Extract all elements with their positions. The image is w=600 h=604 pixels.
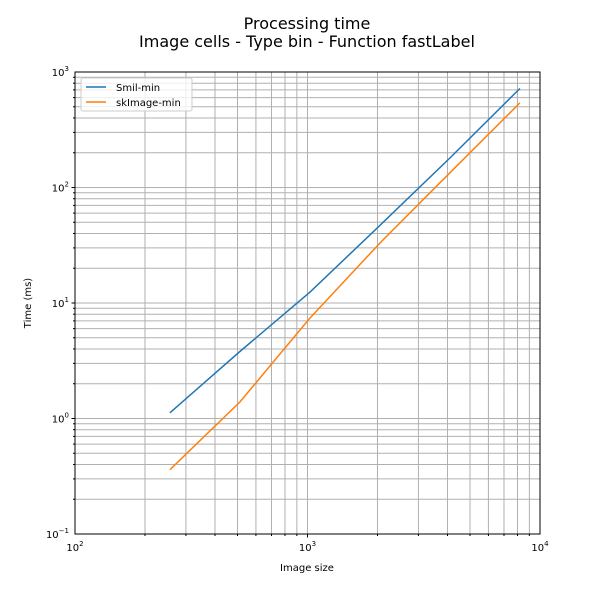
grid — [75, 72, 540, 534]
x-tick-label: 103 — [299, 540, 316, 554]
y-tick-label: 103 — [52, 65, 69, 79]
chart-title: Processing time — [244, 14, 371, 33]
y-tick-label: 10−1 — [46, 527, 69, 541]
chart-subtitle: Image cells - Type bin - Function fastLa… — [139, 32, 475, 51]
y-axis-label: Time (ms) — [23, 278, 34, 330]
series-lines — [170, 88, 520, 469]
legend: Smil-min skImage-min — [81, 78, 192, 111]
y-tick-label: 102 — [52, 181, 69, 195]
x-tick-label: 104 — [531, 540, 549, 554]
y-tick-label: 100 — [52, 412, 69, 426]
x-axis-label: Image size — [280, 563, 334, 574]
x-tick-label: 102 — [66, 540, 83, 554]
series-line-skimage-min — [170, 103, 520, 470]
y-tick-label: 101 — [52, 296, 69, 310]
legend-label-skimage: skImage-min — [116, 98, 181, 109]
legend-label-smil: Smil-min — [116, 83, 160, 94]
series-line-smil-min — [170, 89, 520, 413]
ticks: 102 103 104 10−1 100 101 102 103 — [46, 65, 549, 554]
